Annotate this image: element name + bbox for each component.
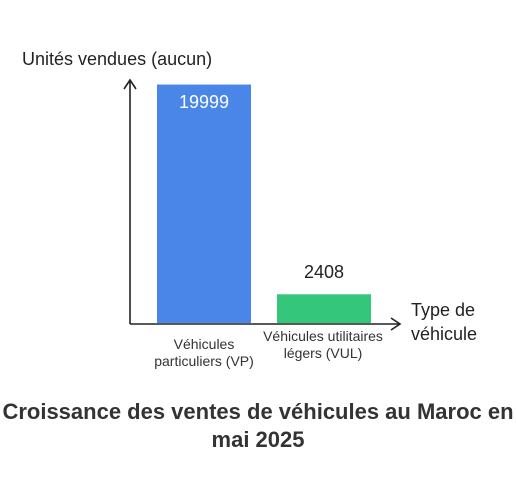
bar-vp — [157, 84, 251, 323]
category-label-vp: Véhicules particuliers (VP) — [154, 336, 254, 369]
x-axis-label: Type de véhicule — [411, 300, 478, 344]
y-axis-arrow — [123, 78, 137, 90]
value-label-vp: 19999 — [178, 91, 230, 112]
y-axis-label: Unités vendues (aucun) — [22, 49, 213, 69]
value-label-vul: 2408 — [303, 262, 345, 283]
bar-vul — [277, 294, 371, 323]
category-label-vul: Véhicules utilitaires légers (VUL) — [263, 328, 383, 361]
chart-title: Croissance des ventes de véhicules au Ma… — [2, 399, 514, 452]
x-axis-arrow — [390, 317, 402, 331]
